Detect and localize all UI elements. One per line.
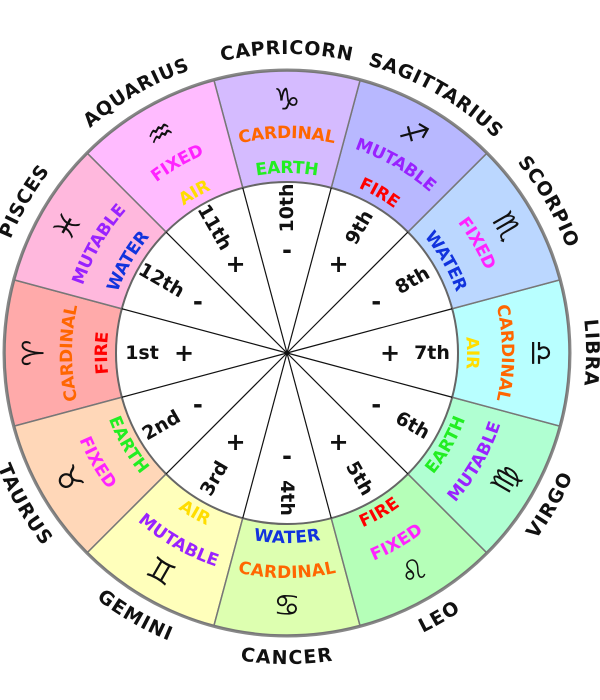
house-divider	[242, 352, 288, 519]
house-divider	[165, 231, 288, 354]
polarity-3rd: +	[225, 428, 245, 456]
house-4th: 4th	[276, 480, 298, 516]
polarity-9th: +	[328, 250, 348, 278]
polarity-11th: +	[225, 250, 245, 278]
glyph-capricorn-icon: ♑︎	[274, 83, 301, 118]
glyph-cancer-icon: ♋︎	[274, 589, 301, 624]
polarity-5th: +	[328, 428, 348, 456]
polarity-8th: -	[371, 288, 381, 316]
house-divider	[286, 231, 409, 354]
glyph-aries-icon: ♈︎	[17, 340, 52, 367]
house-divider	[286, 187, 332, 354]
sign-name-capricorn: CAPRICORN	[218, 37, 355, 66]
polarity-marks: +-+ - +-+-+-+-	[174, 236, 400, 470]
house-1st: 1st	[125, 342, 159, 364]
polarity-10th: -	[282, 236, 292, 264]
glyph-libra-icon: ♎︎	[523, 340, 558, 367]
element-cancer: WATER	[253, 525, 322, 548]
element-aries: FIRE	[92, 331, 113, 375]
house-divider	[165, 352, 288, 475]
element-capricorn: EARTH	[254, 158, 319, 181]
center-disc	[115, 181, 459, 525]
sign-name-libra: LIBRA	[579, 318, 600, 388]
house-divider	[286, 352, 453, 398]
polarity-7th: +	[380, 339, 400, 367]
house-divider	[286, 352, 409, 475]
polarity-1st: +	[174, 339, 194, 367]
house-divider	[242, 187, 288, 354]
house-10th: 10th	[276, 183, 298, 232]
polarity-6th: -	[371, 391, 381, 419]
element-libra: AIR	[461, 336, 482, 370]
polarity-4th: -	[282, 442, 292, 470]
house-divider	[286, 352, 332, 519]
polarity-12th: -	[193, 288, 203, 316]
house-divider	[121, 352, 288, 398]
house-7th: 7th	[414, 342, 450, 364]
sign-name-cancer: CANCER	[240, 644, 335, 669]
house-divider	[121, 308, 288, 354]
house-divider	[286, 308, 453, 354]
polarity-2nd: -	[193, 391, 203, 419]
